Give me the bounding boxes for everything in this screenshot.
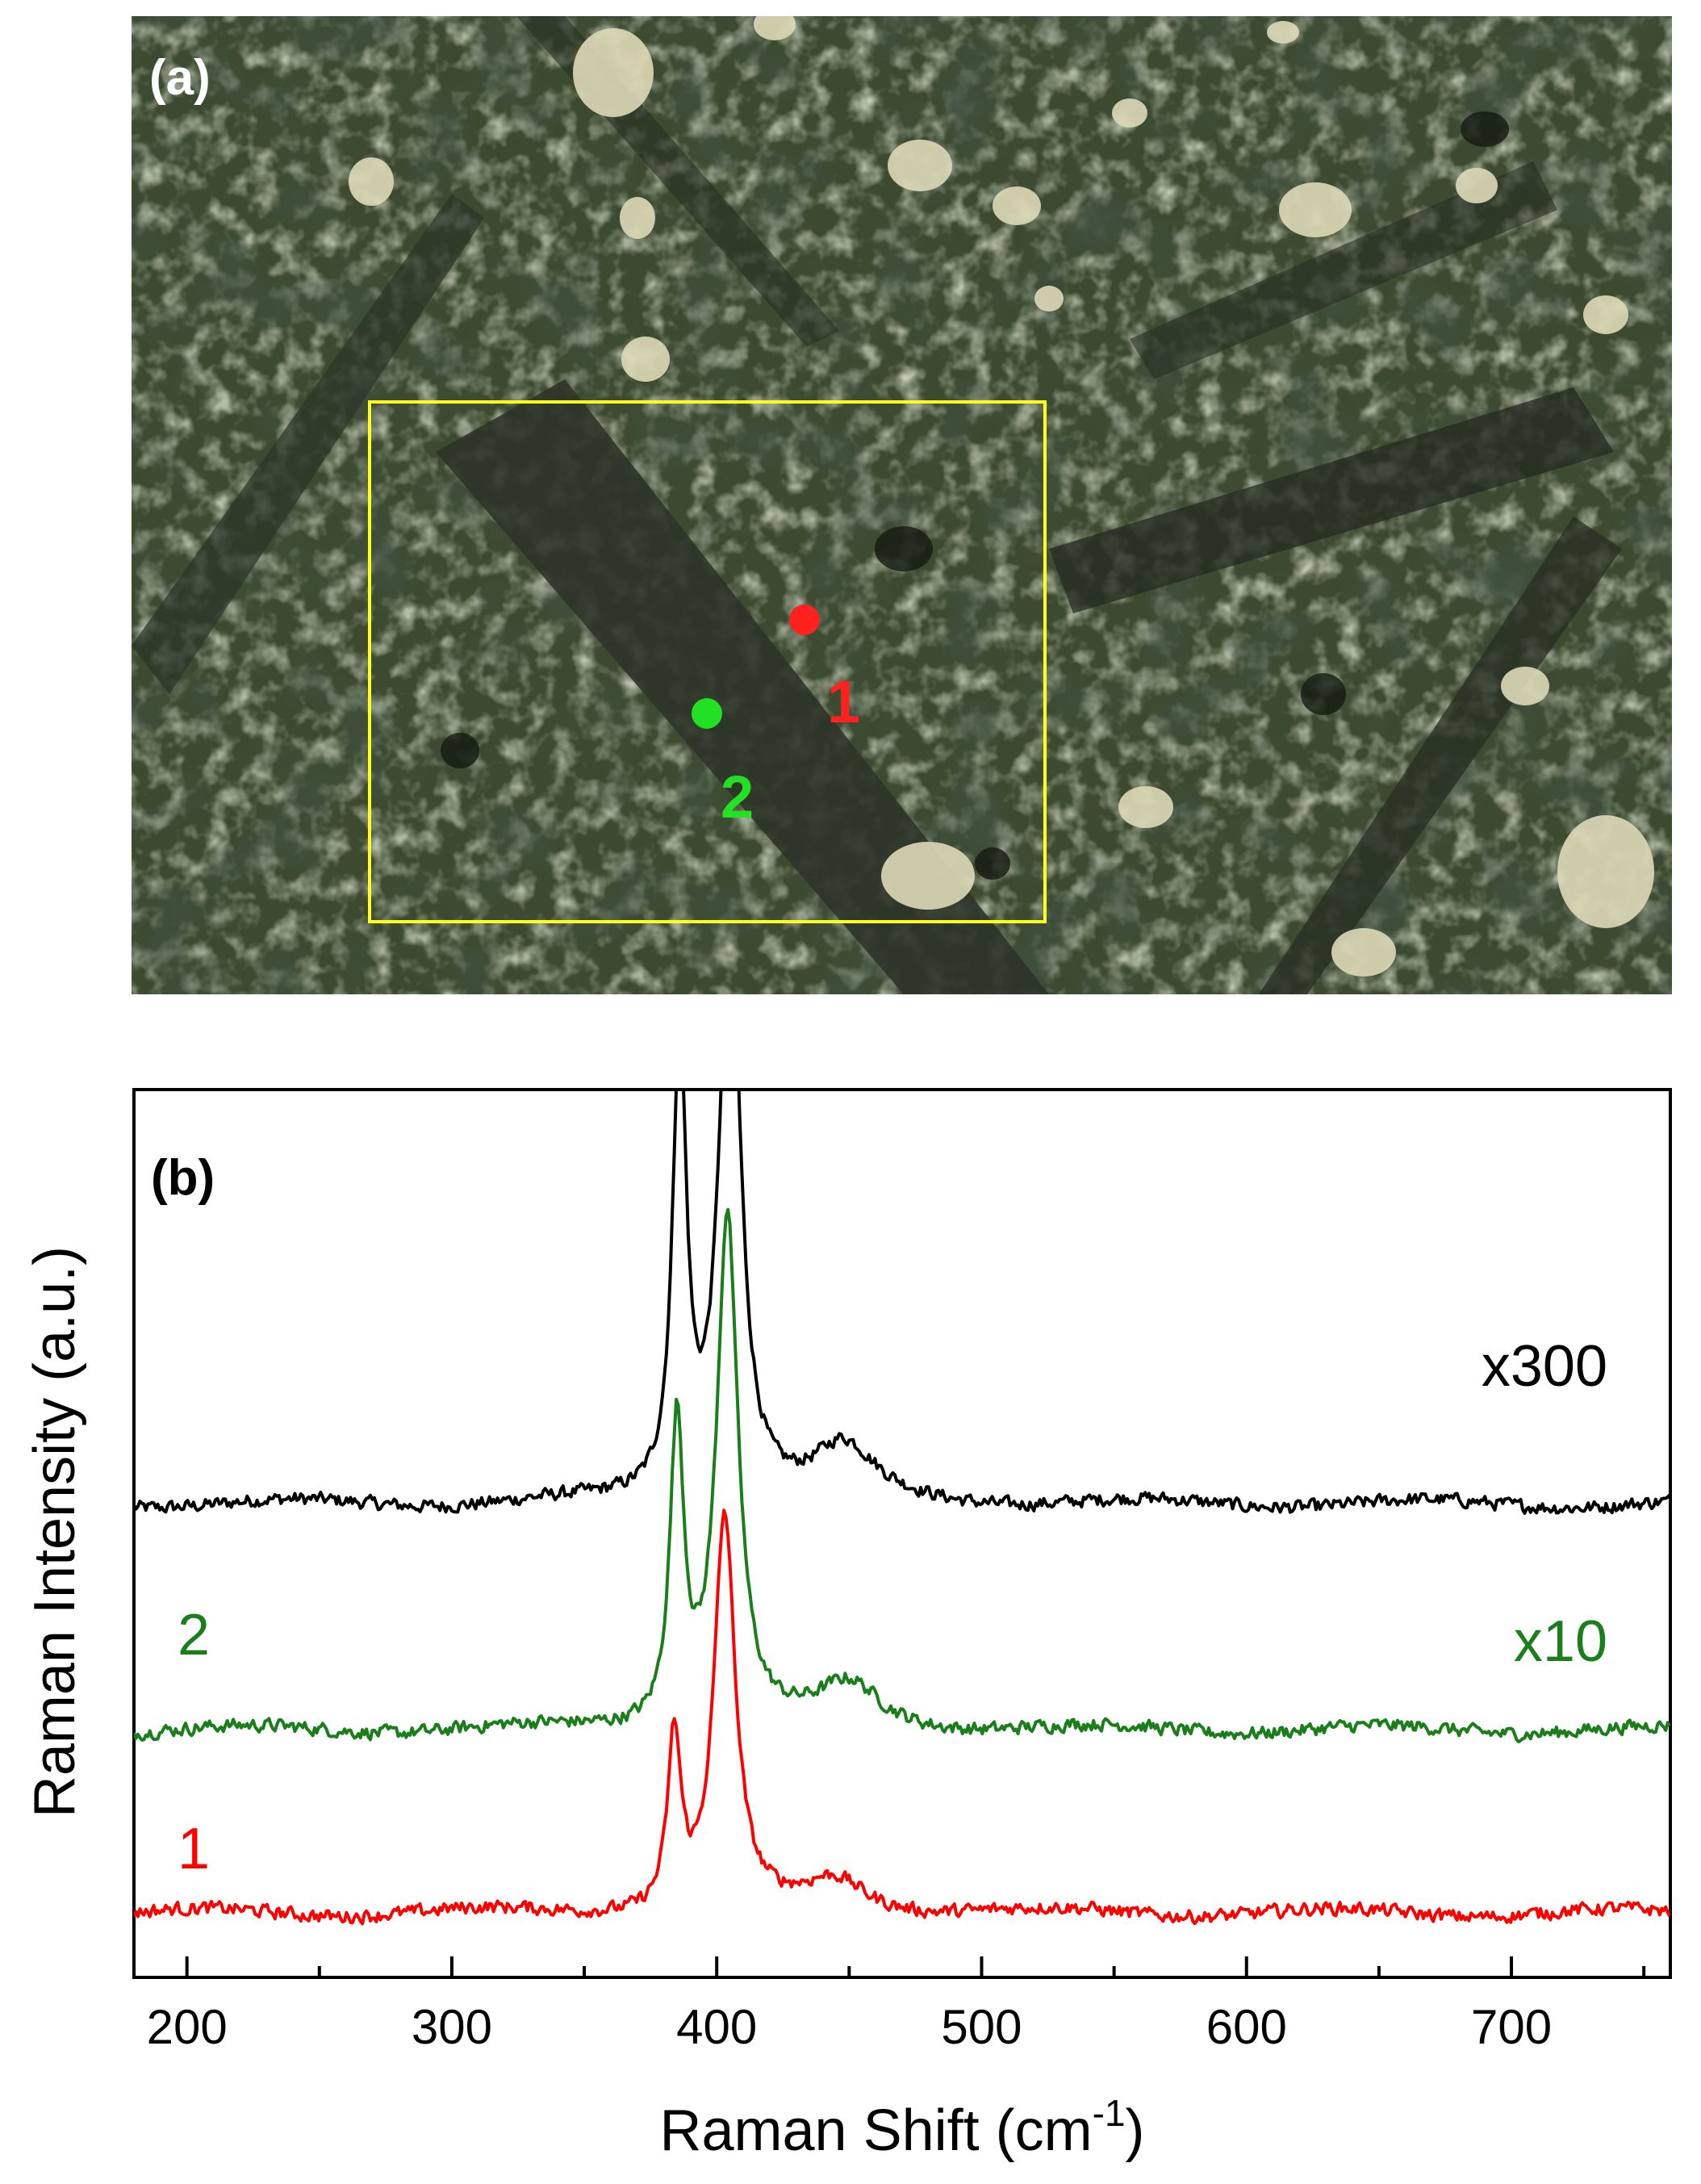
spectrum-line-1 bbox=[134, 1508, 1670, 1926]
point-2-label: 2 bbox=[721, 764, 754, 831]
scan-area-box bbox=[368, 400, 1047, 923]
plot-frame bbox=[132, 1088, 1672, 1979]
panel-b-label: (b) bbox=[151, 1150, 215, 1206]
y-axis-title: Raman Intensity (a.u.) bbox=[23, 1246, 87, 1818]
trace-label-1: 1 bbox=[178, 1817, 210, 1881]
x-tick-label: 300 bbox=[412, 2000, 492, 2054]
dark-blobs bbox=[441, 111, 1509, 880]
x-tick-label: 400 bbox=[676, 2000, 757, 2054]
x-axis-title: Raman Shift (cm-1) bbox=[659, 2092, 1144, 2163]
point-1-label: 1 bbox=[827, 668, 860, 735]
spectrum-line-2 bbox=[134, 1207, 1670, 1743]
spectrum-line-x300 bbox=[134, 1090, 1670, 1515]
x-axis-title-main: Raman Shift (cm bbox=[659, 2098, 1092, 2163]
panel-a-label: (a) bbox=[149, 50, 211, 106]
x-axis-title-end: ) bbox=[1126, 2098, 1145, 2163]
spectra bbox=[134, 1090, 1670, 1926]
x-tick-label: 200 bbox=[147, 2000, 228, 2054]
x-tick-label: 500 bbox=[941, 2000, 1022, 2054]
scale-label-x300: x300 bbox=[1482, 1334, 1607, 1399]
x-axis-title-superscript: -1 bbox=[1093, 2092, 1126, 2134]
dark-stripe bbox=[132, 194, 484, 694]
dark-stripe bbox=[1130, 161, 1557, 379]
dark-flake bbox=[436, 379, 1049, 994]
point-1-marker bbox=[789, 605, 820, 635]
dark-stripe bbox=[1049, 387, 1614, 613]
dark-stripe bbox=[1259, 517, 1622, 994]
scale-label-x10: x10 bbox=[1514, 1609, 1607, 1674]
raman-chart: 200 300 400 500 600 700 (b) x300 x10 2 1 Rama… bbox=[23, 1088, 1672, 2163]
x-axis-tick-labels: 200 300 400 500 600 700 bbox=[147, 2000, 1552, 2054]
micrograph-panel bbox=[132, 16, 1672, 994]
x-tick-label: 700 bbox=[1471, 2000, 1552, 2054]
bright-grains bbox=[349, 16, 1654, 977]
x-axis-ticks bbox=[185, 1956, 1646, 1977]
x-tick-label: 600 bbox=[1206, 2000, 1287, 2054]
trace-label-2: 2 bbox=[178, 1603, 210, 1667]
point-2-marker bbox=[692, 698, 722, 729]
